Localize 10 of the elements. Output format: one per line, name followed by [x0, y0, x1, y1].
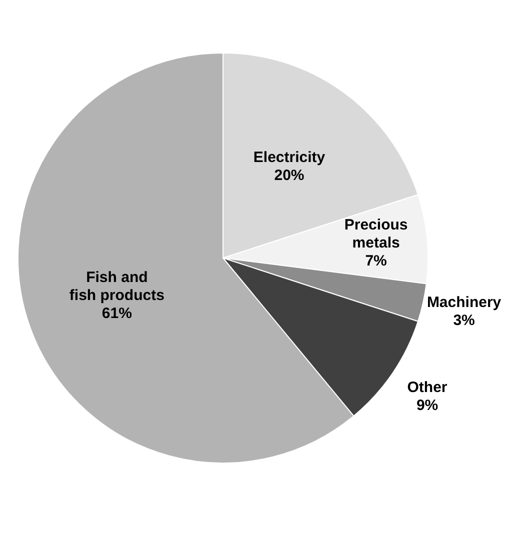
slice-label: Electricity — [253, 148, 326, 166]
data-label: 61% — [102, 305, 132, 322]
slice-label: Fish and fish products — [69, 269, 164, 304]
slice-label: Other — [407, 378, 448, 396]
data-label: 9% — [416, 396, 438, 414]
data-label: 7% — [365, 252, 387, 270]
slice-label: Precious metals — [344, 216, 408, 252]
data-label: 3% — [453, 312, 475, 329]
slice-label: Machinery — [426, 294, 502, 311]
data-label: 20% — [274, 166, 304, 184]
